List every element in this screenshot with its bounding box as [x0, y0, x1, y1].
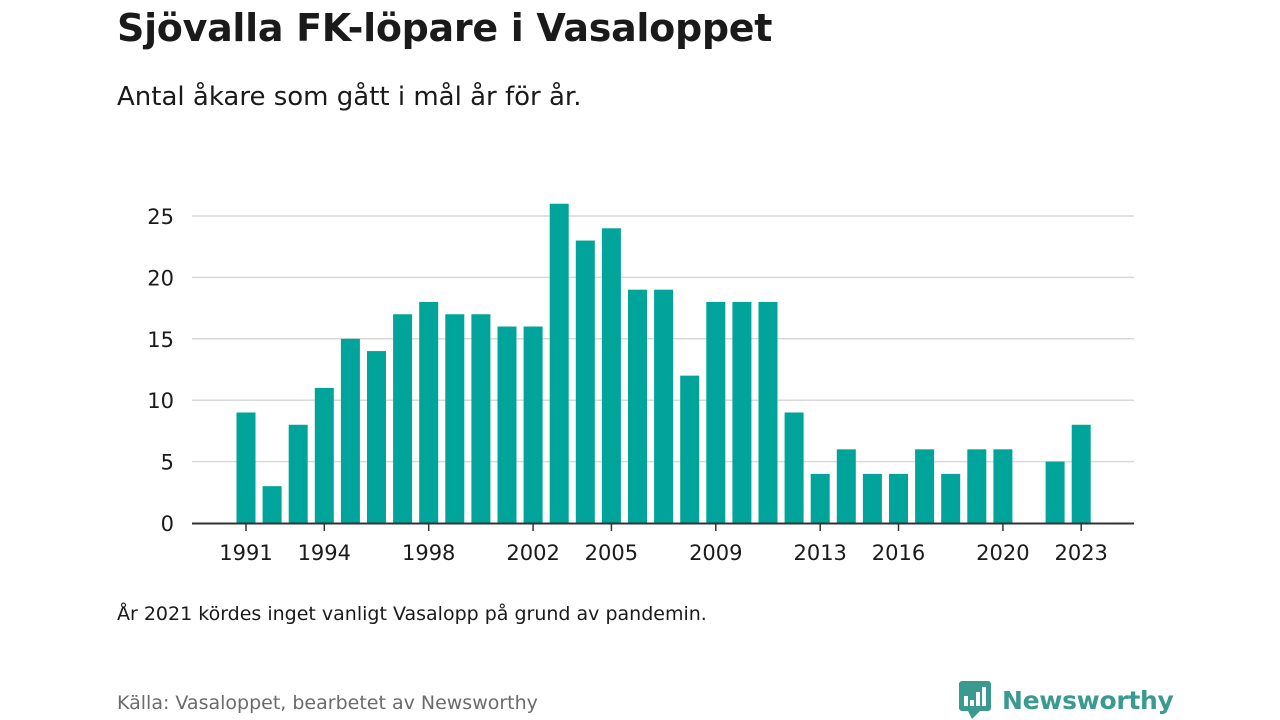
- bar-2009: [706, 301, 726, 523]
- y-tick-label: 5: [161, 451, 174, 475]
- x-tick-label: 2002: [506, 541, 559, 565]
- bar-2020: [993, 449, 1013, 523]
- bar-2019: [967, 449, 987, 523]
- bar-1993: [288, 424, 308, 523]
- bar-1995: [340, 338, 360, 523]
- bar-2001: [497, 326, 517, 523]
- x-tick-label: 2009: [689, 541, 742, 565]
- y-tick-label: 0: [161, 512, 174, 536]
- bar-2022: [1045, 461, 1065, 523]
- bar-2023: [1071, 424, 1091, 523]
- bar-2012: [784, 412, 804, 523]
- bar-2000: [471, 314, 491, 523]
- footnote: År 2021 kördes inget vanligt Vasalopp på…: [117, 603, 707, 625]
- y-tick-label: 20: [147, 266, 174, 290]
- y-tick-label: 25: [147, 205, 174, 229]
- bar-1994: [314, 387, 334, 523]
- bar-2011: [758, 301, 778, 523]
- bar-2018: [941, 473, 961, 523]
- bar-2015: [862, 473, 882, 523]
- y-axis-ticks: 0 5 10 15 20 25: [147, 205, 174, 536]
- bar-2013: [810, 473, 830, 523]
- bar-1999: [445, 314, 465, 523]
- source-text: Källa: Vasaloppet, bearbetet av Newswort…: [117, 692, 538, 714]
- chart-subtitle: Antal åkare som gått i mål år för år.: [117, 82, 582, 112]
- bar-chart: 0 5 10 15 20 25 1991 1994 1998 2002 2005 2009 2013 2…: [147, 203, 1134, 565]
- bar-1991: [236, 412, 256, 523]
- x-axis-ticks: 1991 1994 1998 2002 2005 2009 2013 2016 2020 2023: [219, 523, 1108, 565]
- x-tick-label: 1998: [402, 541, 455, 565]
- bar-1997: [393, 314, 413, 523]
- x-tick-label: 2005: [585, 541, 638, 565]
- bar-2014: [836, 449, 856, 523]
- bar-2008: [680, 375, 700, 523]
- x-tick-label: 2013: [793, 541, 846, 565]
- brand-name: Newsworthy: [1002, 685, 1174, 715]
- newsworthy-logo[interactable]: Newsworthy: [958, 680, 1174, 720]
- x-tick-label: 1994: [298, 541, 351, 565]
- x-tick-label: 2020: [976, 541, 1029, 565]
- bar-1996: [367, 351, 386, 523]
- bar-2002: [523, 326, 543, 523]
- bar-2006: [628, 289, 647, 523]
- x-tick-label: 2016: [872, 541, 925, 565]
- bar-2010: [732, 301, 752, 523]
- bar-1998: [419, 301, 439, 523]
- bar-2005: [601, 228, 621, 523]
- bars: [236, 203, 1091, 523]
- bar-1992: [262, 486, 282, 523]
- bar-2016: [889, 473, 908, 523]
- bar-2007: [654, 289, 674, 523]
- bar-2004: [575, 240, 595, 523]
- bar-2003: [549, 203, 569, 523]
- newsworthy-chart-bubble-icon: [959, 681, 991, 719]
- x-tick-label: 2023: [1054, 541, 1107, 565]
- chart-title: Sjövalla FK-löpare i Vasaloppet: [117, 6, 773, 50]
- x-tick-label: 1991: [219, 541, 272, 565]
- y-tick-label: 15: [147, 328, 174, 352]
- bar-2017: [915, 449, 935, 523]
- y-tick-label: 10: [147, 389, 174, 413]
